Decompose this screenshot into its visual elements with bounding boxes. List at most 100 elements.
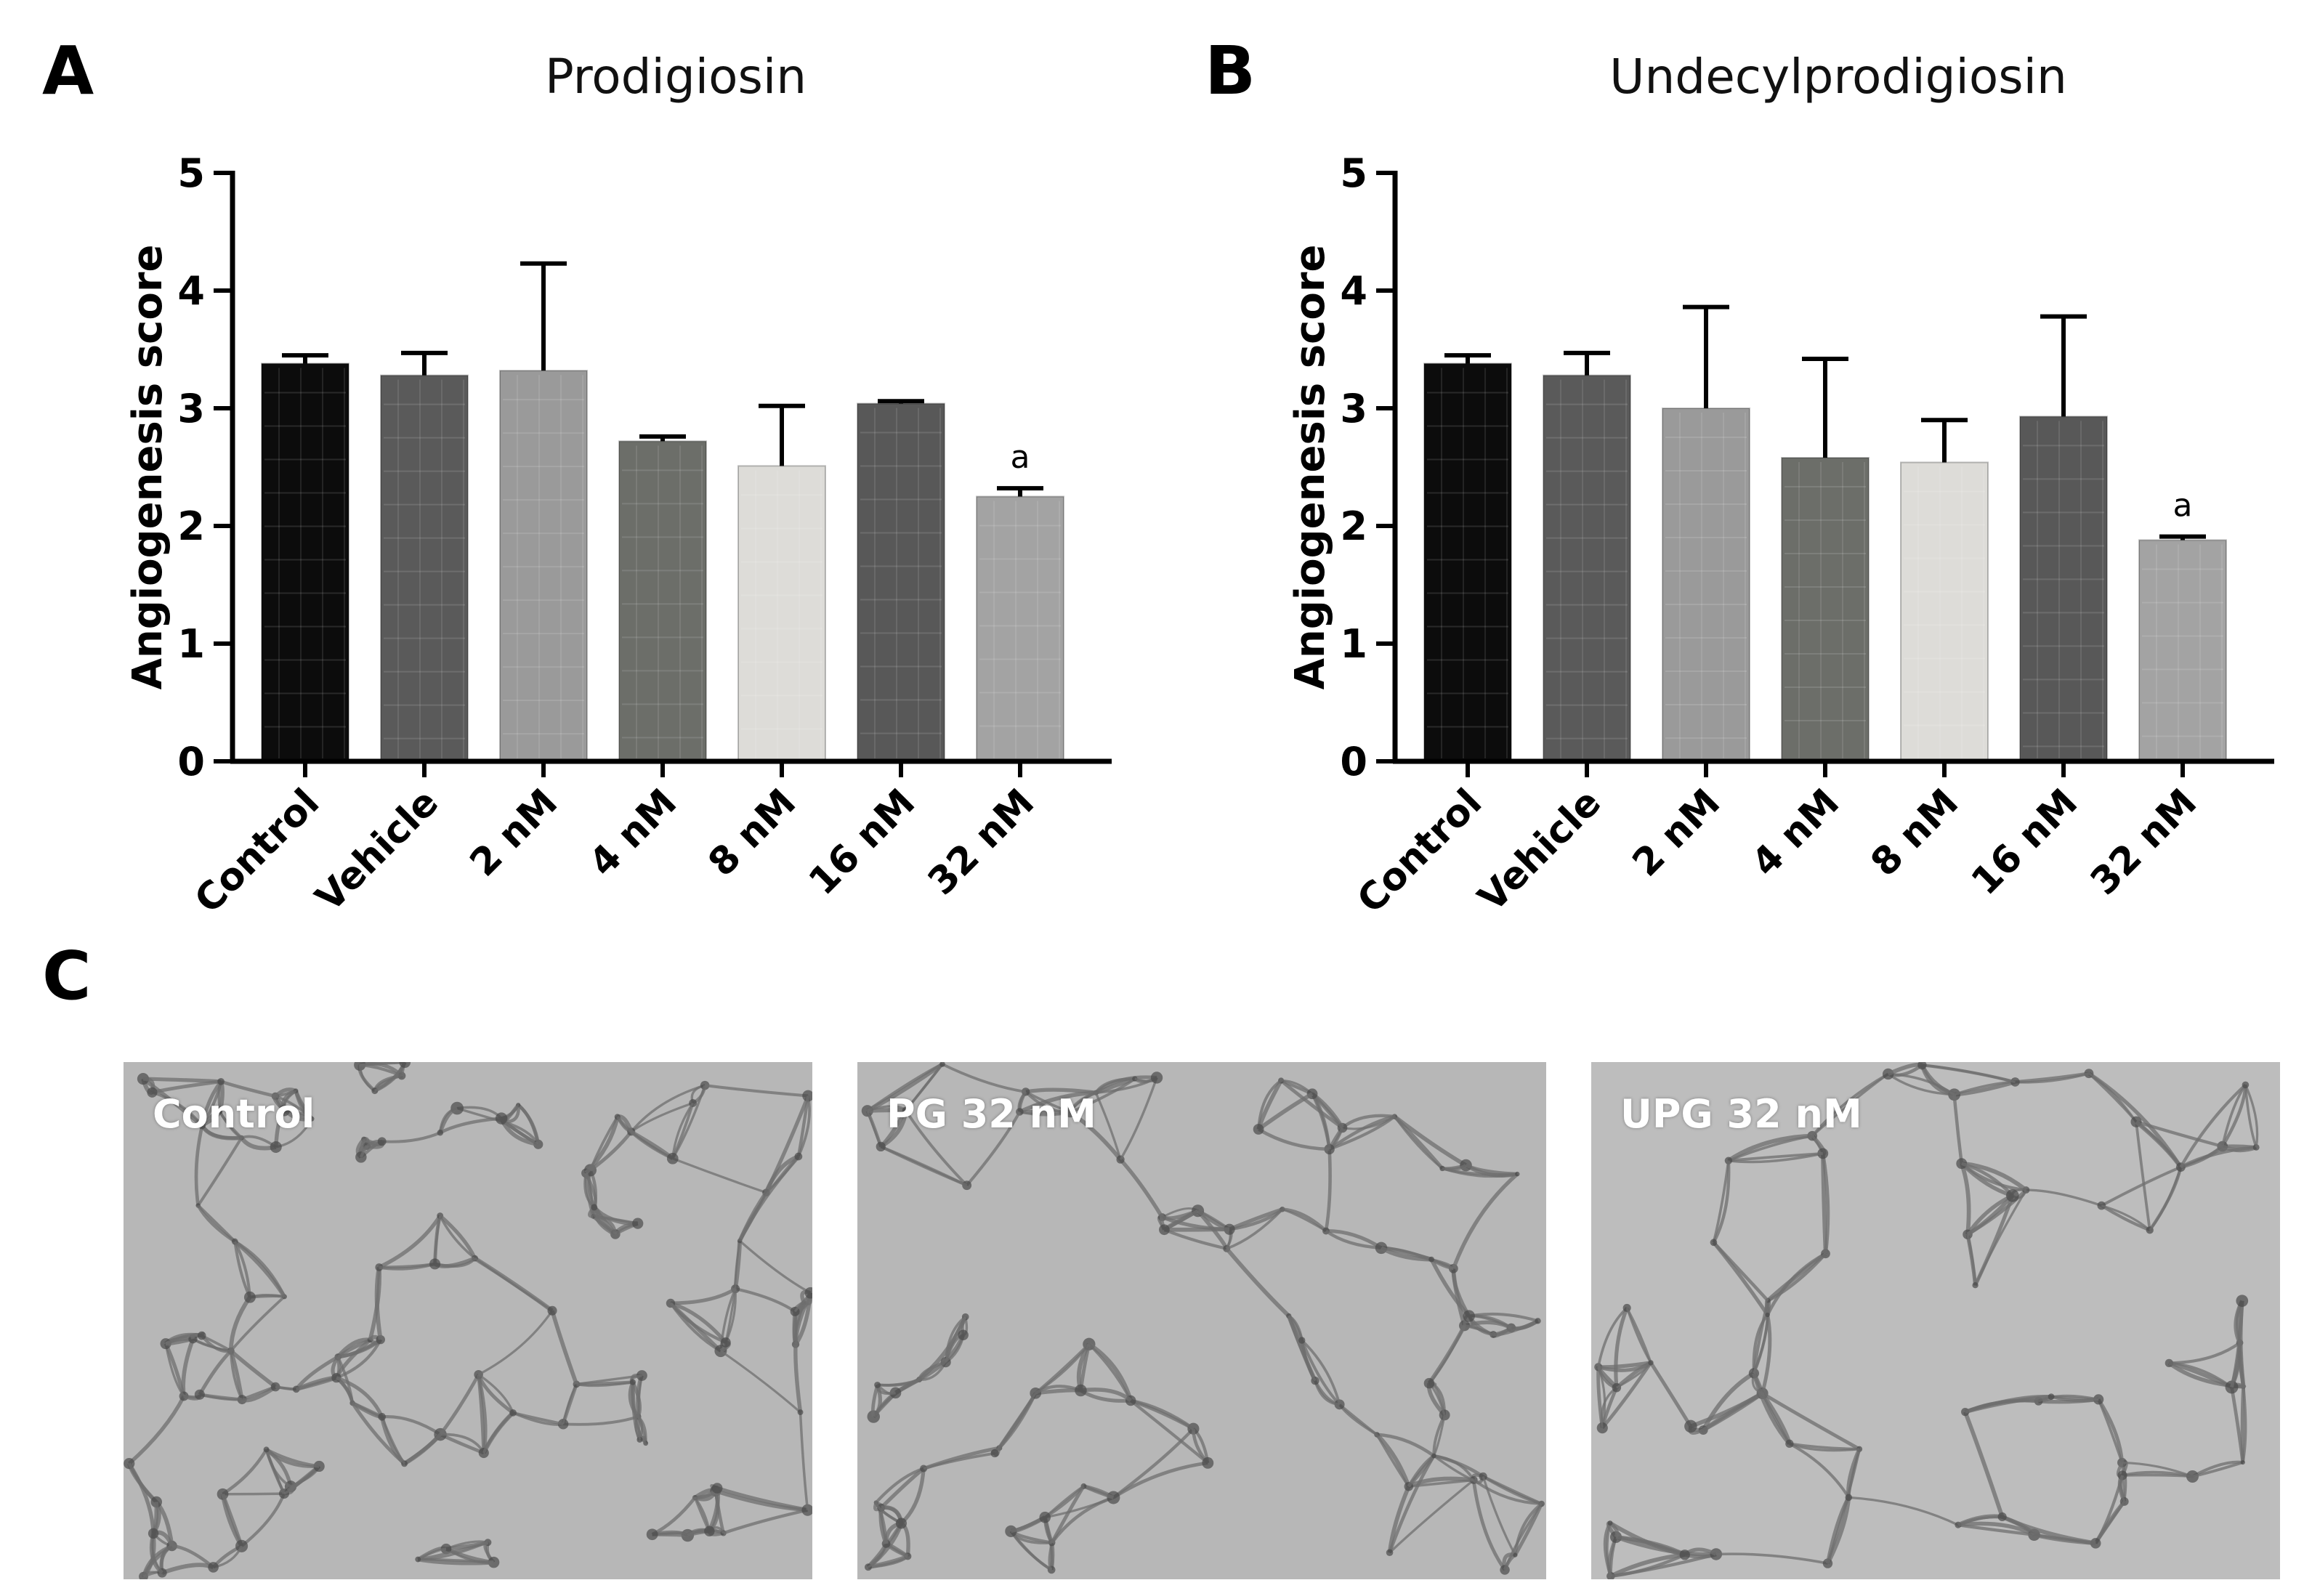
micrograph-control: Control — [124, 1062, 812, 1579]
cell-cluster — [557, 1419, 569, 1430]
tubule — [474, 1257, 553, 1312]
significance-label: a — [1011, 439, 1030, 476]
tubule — [1376, 1433, 1435, 1457]
cell-cluster — [1005, 1525, 1017, 1537]
panel-label-a: A — [42, 32, 94, 110]
tubule — [1451, 1172, 1519, 1270]
cell-cluster — [488, 1556, 500, 1568]
cell-cluster — [415, 1556, 421, 1563]
x-tick-label: 2 nM — [1625, 781, 1729, 886]
tubule — [670, 1301, 727, 1344]
tubule — [1119, 1077, 1158, 1160]
tubule — [1471, 1480, 1507, 1571]
cell-cluster — [895, 1518, 908, 1529]
tubule — [1689, 1391, 1764, 1429]
tubule — [1380, 1246, 1432, 1262]
tubule — [720, 1350, 801, 1414]
micrograph-background — [1591, 1062, 2280, 1579]
tubule — [737, 1155, 800, 1242]
x-tick-label: 4 nM — [581, 781, 686, 886]
tubule — [966, 1111, 1022, 1186]
tubule — [1821, 1153, 1828, 1254]
tubule — [477, 1310, 554, 1376]
tubule — [1324, 1149, 1332, 1231]
tubule — [198, 1349, 233, 1396]
tubule — [1728, 1152, 1823, 1162]
tubule — [2097, 1398, 2125, 1463]
tubule — [241, 1385, 277, 1403]
tubule — [2149, 1167, 2183, 1231]
cell-cluster — [804, 1287, 812, 1299]
tubule — [1974, 1189, 2027, 1286]
tubule — [1442, 1167, 1518, 1178]
panel-label-b: B — [1205, 32, 1256, 110]
significance-label: a — [2173, 487, 2193, 524]
tubule — [1614, 1307, 1629, 1388]
tubule — [1961, 1162, 2014, 1197]
tubule — [504, 1104, 520, 1124]
tubule — [1473, 1478, 1542, 1505]
chart-title: Undecylprodigiosin — [1609, 49, 2067, 105]
bar-chart-undecylprodigiosin: Undecylprodigiosin Angiogenesis score Cont… — [1287, 49, 2274, 922]
tubule — [196, 1204, 236, 1244]
tubule — [197, 1137, 243, 1207]
cell-cluster — [1956, 1158, 1968, 1170]
tubule — [403, 1433, 442, 1465]
cell-cluster — [478, 1447, 489, 1459]
tubule — [792, 1311, 798, 1345]
tubule — [2179, 1083, 2247, 1168]
tubule — [993, 1392, 1037, 1454]
tubule — [1825, 1496, 1851, 1564]
tubule — [1282, 1207, 1327, 1233]
cell-cluster — [990, 1449, 999, 1458]
cell-cluster — [270, 1382, 280, 1392]
tubule — [294, 1355, 339, 1390]
cell-cluster — [629, 1379, 636, 1385]
cell-cluster — [1431, 1453, 1436, 1459]
tubule — [1764, 1298, 1770, 1316]
tubule — [1112, 1461, 1208, 1499]
tubule — [1848, 1496, 1959, 1526]
cell-cluster — [2240, 1460, 2245, 1465]
y-tick-label: 2 — [177, 503, 205, 549]
tubule — [128, 1395, 186, 1465]
bar — [737, 465, 826, 762]
cell-cluster — [646, 1528, 658, 1541]
tubule — [336, 1339, 382, 1380]
tubule — [1606, 1523, 1612, 1577]
tubule — [2169, 1341, 2241, 1365]
tubule — [1069, 1110, 1123, 1161]
x-tick-label: 8 nM — [700, 781, 805, 886]
cell-cluster — [377, 1137, 387, 1146]
cell-cluster — [1917, 1062, 1927, 1070]
micrograph-label: PG 32 nM — [886, 1091, 1096, 1137]
tubule — [2244, 1085, 2258, 1148]
cell-cluster — [2242, 1081, 2250, 1089]
tubule — [477, 1373, 514, 1414]
tubule — [234, 1240, 286, 1297]
bar — [261, 362, 349, 762]
tubule — [1598, 1361, 1652, 1372]
tubule — [1596, 1307, 1628, 1368]
cell-cluster — [1684, 1419, 1697, 1433]
tubule — [1408, 1478, 1474, 1488]
bar — [1543, 374, 1631, 762]
tubule — [722, 1508, 808, 1535]
cell-cluster — [2010, 1077, 2020, 1087]
tubule — [1712, 1160, 1731, 1244]
tubule — [230, 1349, 277, 1389]
tubule — [1649, 1361, 1692, 1427]
tubule — [439, 1374, 480, 1436]
tubule — [576, 1380, 634, 1386]
tubule — [799, 1411, 809, 1510]
tubule — [1300, 1340, 1317, 1382]
tubule — [672, 1157, 767, 1194]
cell-cluster — [939, 1062, 945, 1067]
tubule — [1301, 1339, 1341, 1405]
micrograph-label: UPG 32 nM — [1620, 1091, 1862, 1137]
tubule — [1609, 1552, 1686, 1579]
x-tick-label: Control — [1349, 781, 1490, 922]
tubule — [1788, 1442, 1851, 1499]
tubule — [181, 1338, 195, 1397]
tubule — [2180, 1145, 2257, 1169]
